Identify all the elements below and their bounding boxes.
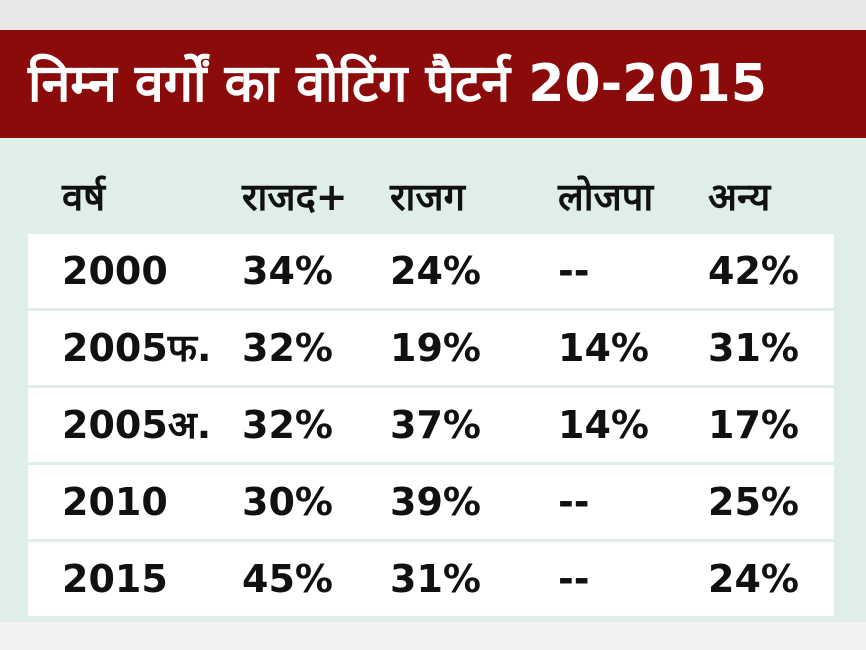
table-row: 2005अ. 32% 37% 14% 17% xyxy=(28,388,834,462)
table: वर्ष राजद+ राजग लोजपा अन्य 2000 34% 24% -- 42% 200… xyxy=(28,160,834,619)
value-cell: 34% xyxy=(242,249,333,293)
value-cell: 45% xyxy=(242,557,333,601)
column-header: अन्य xyxy=(708,175,771,219)
year-cell: 2005फ. xyxy=(62,326,212,370)
top-strip xyxy=(0,0,866,30)
header-row: वर्ष राजद+ राजग लोजपा अन्य xyxy=(28,160,834,234)
year-cell: 2005अ. xyxy=(62,403,212,447)
value-cell: -- xyxy=(558,480,590,524)
value-cell: 19% xyxy=(390,326,481,370)
value-cell: 42% xyxy=(708,249,799,293)
value-cell: 32% xyxy=(242,403,333,447)
year-cell: 2010 xyxy=(62,480,168,524)
value-cell: 39% xyxy=(390,480,481,524)
table-row: 2000 34% 24% -- 42% xyxy=(28,234,834,308)
value-cell: 14% xyxy=(558,403,649,447)
value-cell: 32% xyxy=(242,326,333,370)
value-cell: 37% xyxy=(390,403,481,447)
table-row: 2010 30% 39% -- 25% xyxy=(28,465,834,539)
column-header: लोजपा xyxy=(558,175,654,219)
value-cell: 17% xyxy=(708,403,799,447)
year-cell: 2015 xyxy=(62,557,168,601)
bottom-strip xyxy=(0,622,866,650)
value-cell: 14% xyxy=(558,326,649,370)
value-cell: 25% xyxy=(708,480,799,524)
value-cell: 31% xyxy=(708,326,799,370)
value-cell: 24% xyxy=(708,557,799,601)
value-cell: 24% xyxy=(390,249,481,293)
column-header: वर्ष xyxy=(62,175,106,219)
title: निम्न वर्गों का वोटिंग पैटर्न 20-2015 xyxy=(0,30,866,138)
value-cell: 31% xyxy=(390,557,481,601)
column-header: राजद+ xyxy=(242,175,348,219)
table-row: 2005फ. 32% 19% 14% 31% xyxy=(28,311,834,385)
year-cell: 2000 xyxy=(62,249,168,293)
value-cell: 30% xyxy=(242,480,333,524)
value-cell: -- xyxy=(558,557,590,601)
value-cell: -- xyxy=(558,249,590,293)
table-row: 2015 45% 31% -- 24% xyxy=(28,542,834,616)
column-header: राजग xyxy=(390,175,465,219)
